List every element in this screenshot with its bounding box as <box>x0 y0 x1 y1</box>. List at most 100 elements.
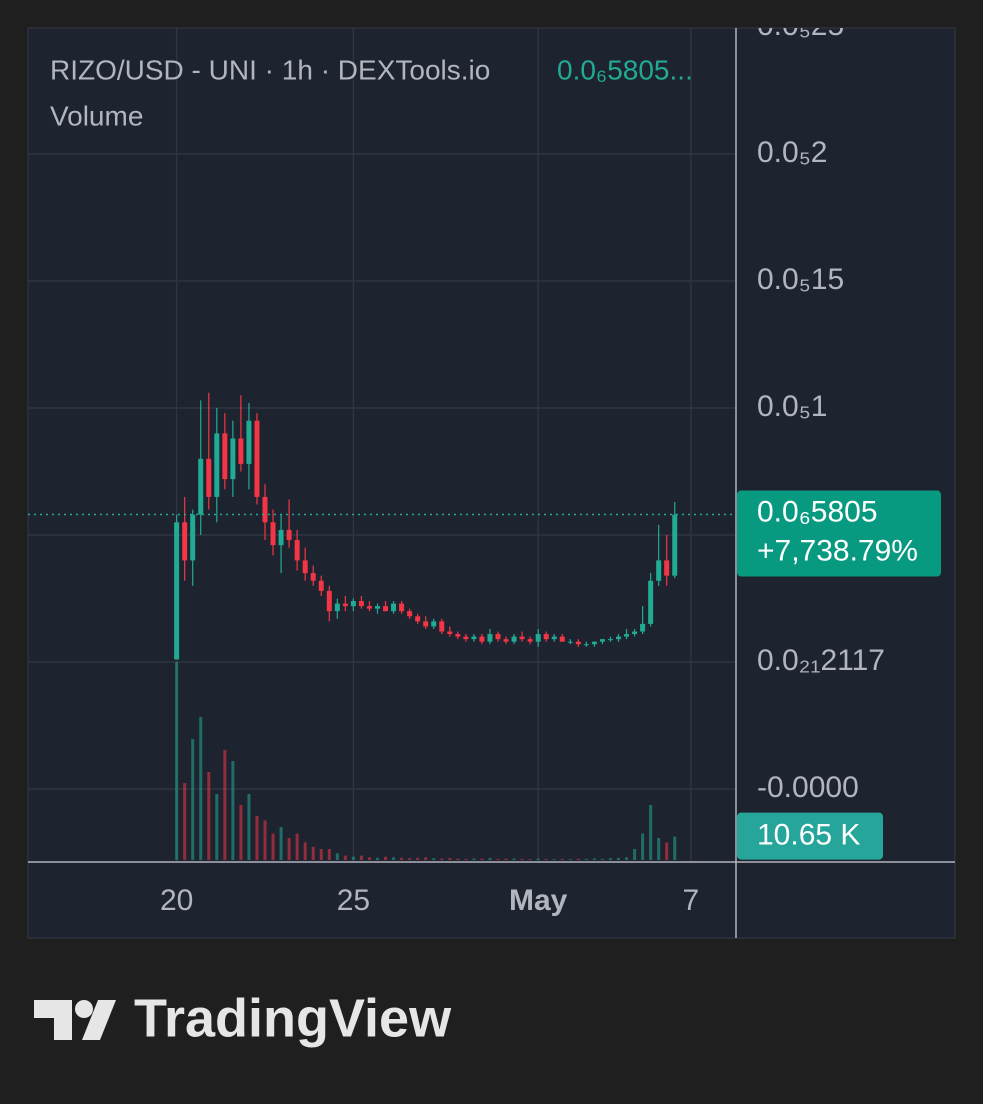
volume-bar <box>584 858 588 860</box>
candle-body <box>342 603 348 607</box>
volume-label-box <box>737 812 883 860</box>
volume-bar <box>263 820 267 860</box>
brand: TradingView <box>134 988 452 1048</box>
volume-bar <box>343 855 347 860</box>
volume-bar <box>400 857 404 860</box>
candle-body <box>302 560 308 574</box>
candle-body <box>182 522 188 561</box>
volume-bar <box>665 842 669 860</box>
candle-body <box>246 420 252 464</box>
candle-body <box>383 606 389 612</box>
volume-bar <box>255 816 259 860</box>
volume-bar <box>247 794 251 860</box>
candle-body <box>624 634 630 637</box>
candle-body <box>278 529 284 546</box>
volume-bar <box>351 856 355 860</box>
volume-bar <box>392 857 396 860</box>
candle-body <box>238 438 244 464</box>
y-tick-label: 0.0₂₁2117 <box>757 644 885 677</box>
x-tick-label: 7 <box>682 884 699 917</box>
candles <box>174 392 678 660</box>
candle-body <box>230 438 236 480</box>
candle-body <box>672 514 678 576</box>
volume-bar <box>600 858 604 860</box>
candle-body <box>535 634 541 642</box>
volume-bar <box>649 805 653 860</box>
y-tick-label: 0.0₅25 <box>757 9 844 42</box>
volume-bar <box>287 838 291 860</box>
candle-body <box>559 636 565 642</box>
candle-body <box>527 639 533 642</box>
candle-body <box>174 522 180 660</box>
y-tick-label: 0.0₅15 <box>757 263 844 296</box>
candle-body <box>616 636 622 640</box>
candle-body <box>431 621 437 627</box>
volume-bar <box>319 849 323 860</box>
volume-bar <box>223 750 227 860</box>
volume-bar <box>367 857 371 860</box>
volume-bar <box>480 858 484 860</box>
candle-body <box>640 623 646 632</box>
volume-bar <box>488 858 492 860</box>
candle-body <box>318 580 324 591</box>
volume-bar <box>560 858 564 860</box>
candle-body <box>479 636 485 642</box>
x-tick-label: May <box>509 884 568 917</box>
candle-body <box>399 603 405 612</box>
candle-body <box>495 634 501 640</box>
candle-body <box>262 496 268 523</box>
volume-bar <box>335 853 339 860</box>
volume-bar <box>303 842 307 860</box>
volume-bar <box>617 858 621 860</box>
candle-body <box>286 529 292 541</box>
volume-bar <box>544 858 548 860</box>
volume-bar <box>408 858 412 860</box>
candle-body <box>423 621 429 627</box>
y-tick-label: 0.0₅1 <box>757 390 827 423</box>
candle-body <box>415 616 421 622</box>
volume-bar <box>416 857 420 860</box>
volume-title: Volume <box>50 100 143 131</box>
chart-panel <box>27 27 956 939</box>
candle-body <box>198 458 204 515</box>
volume-bar <box>608 858 612 860</box>
candle-body <box>310 573 316 581</box>
volume-bar <box>464 858 468 860</box>
volume-bar <box>311 846 315 860</box>
price-label-box <box>737 490 941 577</box>
candle-body <box>567 641 573 643</box>
candle-body <box>632 631 638 635</box>
volume-bar <box>552 859 556 860</box>
volume-bar <box>641 833 645 860</box>
volume-bar <box>440 858 444 860</box>
candle-body <box>463 636 469 640</box>
candle-body <box>391 603 397 612</box>
candle-body <box>190 514 196 561</box>
volume-bar <box>520 858 524 860</box>
volume-bar <box>239 805 243 860</box>
volume-bar <box>191 739 195 860</box>
y-tick-label: 0.0₅2 <box>757 136 827 169</box>
volume-bar <box>384 856 388 860</box>
candle-body <box>543 634 549 640</box>
candle-body <box>607 639 613 641</box>
candle-body <box>254 420 260 497</box>
brand-logo <box>34 1000 116 1040</box>
volume-bar <box>536 858 540 860</box>
candle-body <box>591 641 597 645</box>
candle-body <box>583 644 589 646</box>
volume-bar <box>424 857 428 860</box>
volume-bar <box>432 858 436 860</box>
candle-body <box>350 601 356 607</box>
candle-body <box>334 603 340 612</box>
volume-bar <box>472 858 476 860</box>
volume-bar <box>568 859 572 860</box>
volume-bar <box>199 717 203 860</box>
candle-body <box>551 636 557 640</box>
candle-body <box>487 634 493 642</box>
y-tick-label: -0.0000 <box>757 771 859 804</box>
volume-bar <box>592 858 596 860</box>
candle-body <box>439 621 445 632</box>
